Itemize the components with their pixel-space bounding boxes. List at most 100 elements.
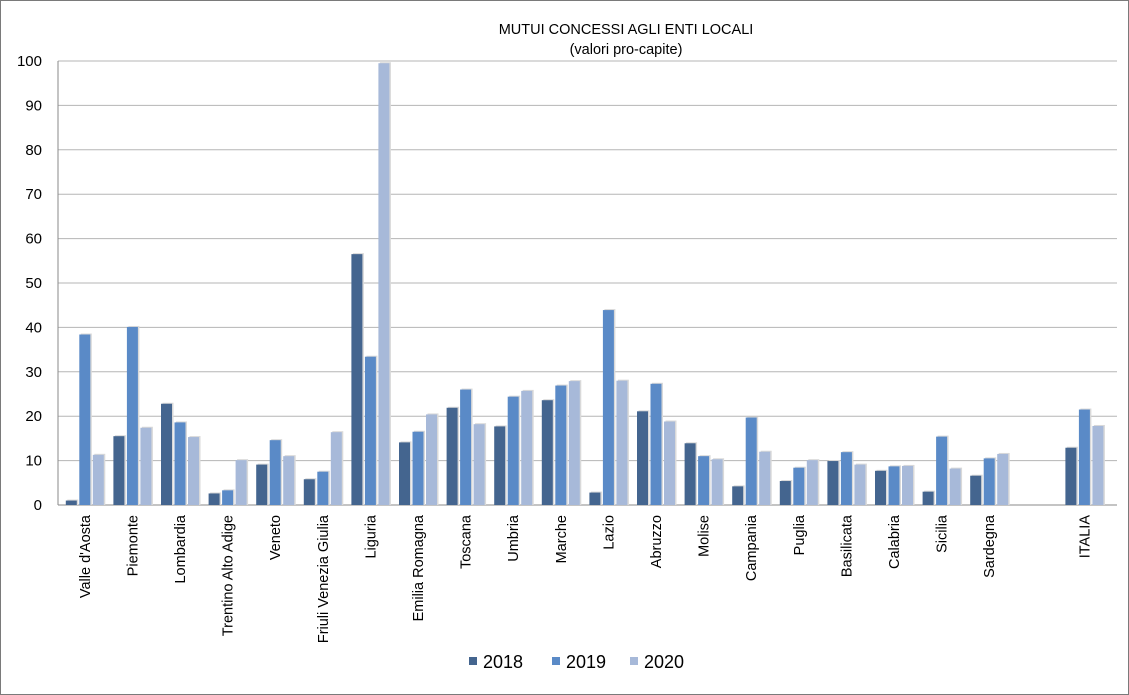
y-tick-label: 30 — [25, 364, 42, 381]
x-tick-label: Marche — [554, 515, 570, 563]
bar-2018 — [399, 442, 410, 505]
bar-2018 — [65, 500, 77, 505]
bar-2020 — [235, 460, 247, 505]
bar-2020 — [283, 456, 295, 505]
x-tick-labels: Valle d'Aosta Piemonte Lombardia Trentino A… — [78, 514, 1094, 643]
x-tick-label: Umbria — [506, 514, 522, 562]
bar-2020 — [997, 453, 1009, 505]
y-tick-label: 100 — [17, 53, 42, 70]
x-tick-label: Basilicata — [839, 514, 855, 577]
legend-label-2018: 2018 — [483, 652, 523, 672]
bar-2020 — [521, 390, 533, 505]
legend-swatch-2019 — [552, 657, 560, 665]
legend-swatch-2018 — [469, 657, 477, 665]
bar-2018 — [922, 491, 934, 505]
bar-2018 — [732, 486, 744, 505]
bar-2020 — [902, 465, 913, 505]
bar-2020 — [1092, 425, 1104, 505]
bar-2019 — [412, 431, 424, 505]
bar-2019 — [174, 422, 186, 505]
chart-title: MUTUI CONCESSI AGLI ENTI LOCALI — [499, 22, 754, 38]
y-tick-label: 60 — [25, 231, 42, 248]
bar-2019 — [317, 471, 329, 505]
y-tick-label: 10 — [25, 453, 42, 470]
bar-2018 — [494, 426, 506, 505]
y-tick-labels: 0 10 20 30 40 50 60 70 80 90 100 — [17, 53, 42, 514]
x-tick-label: Abruzzo — [649, 515, 665, 568]
y-tick-label: 50 — [25, 275, 42, 292]
bar-2019 — [364, 356, 376, 505]
x-tick-label: Calabria — [887, 514, 903, 569]
bar-2019 — [79, 334, 91, 505]
bar-2020 — [949, 468, 961, 505]
bar-2018 — [637, 411, 648, 505]
bar-2019 — [460, 389, 472, 505]
bar-2019 — [840, 452, 852, 505]
bar-2018 — [161, 403, 172, 505]
bars — [65, 62, 1105, 505]
bar-2019 — [269, 440, 281, 505]
x-tick-label: Campania — [744, 514, 760, 581]
bar-2018 — [303, 479, 315, 505]
bar-2019 — [793, 467, 805, 505]
bar-2018 — [446, 407, 458, 505]
bar-2018 — [827, 461, 839, 505]
bar-2019 — [126, 326, 138, 505]
x-tick-label: Valle d'Aosta — [78, 514, 94, 598]
bar-2019 — [507, 396, 519, 505]
bar-2018 — [1065, 447, 1077, 505]
bar-2018 — [256, 464, 268, 505]
bar-2020 — [854, 464, 866, 505]
bar-2020 — [568, 381, 580, 505]
x-tick-label: Emilia Romagna — [411, 514, 427, 621]
x-tick-label: Sicilia — [935, 514, 951, 553]
y-tick-label: 90 — [25, 97, 42, 114]
bar-2020 — [140, 427, 152, 505]
x-tick-label: Sardegna — [982, 514, 998, 578]
bar-2019 — [888, 466, 900, 505]
bar-2019 — [745, 417, 757, 505]
bar-2019 — [650, 383, 662, 505]
bar-2020 — [188, 437, 199, 505]
bar-2018 — [208, 493, 220, 505]
bar-2019 — [222, 490, 234, 505]
bar-2019 — [1078, 409, 1090, 505]
bar-2020 — [806, 460, 818, 505]
bar-2018 — [541, 400, 553, 505]
bar-2020 — [664, 421, 675, 505]
bar-2018 — [589, 492, 601, 505]
y-tick-label: 20 — [25, 408, 42, 425]
x-tick-label: Lombardia — [173, 514, 189, 583]
y-tick-label: 70 — [25, 186, 42, 203]
bar-2019 — [602, 310, 614, 505]
x-tick-label: Veneto — [268, 515, 284, 560]
bar-2018 — [113, 436, 125, 505]
legend-label-2020: 2020 — [644, 652, 684, 672]
bar-2018 — [684, 443, 696, 505]
bar-2020 — [473, 424, 485, 505]
bar-2020 — [92, 454, 104, 505]
bar-2019 — [983, 458, 995, 505]
bar-2020 — [330, 432, 342, 505]
x-tick-label: ITALIA — [1077, 515, 1093, 559]
y-tick-label: 40 — [25, 319, 42, 336]
x-tick-label: Puglia — [792, 514, 808, 555]
bar-2018 — [970, 475, 982, 505]
bar-2020 — [759, 451, 771, 505]
legend-swatch-2020 — [630, 657, 638, 665]
bar-2018 — [351, 254, 363, 505]
y-tick-label: 80 — [25, 142, 42, 159]
bar-2019 — [698, 456, 710, 505]
bar-2020 — [711, 459, 723, 505]
y-tick-label: 0 — [34, 497, 42, 514]
x-tick-label: Liguria — [363, 514, 379, 558]
x-tick-label: Piemonte — [125, 515, 141, 576]
x-tick-label: Trentino Alto Adige — [221, 515, 237, 636]
x-tick-label: Lazio — [601, 515, 617, 550]
bar-2019 — [555, 385, 567, 505]
x-tick-label: Friuli Venezia Giulia — [316, 514, 332, 643]
bar-2018 — [875, 470, 886, 505]
